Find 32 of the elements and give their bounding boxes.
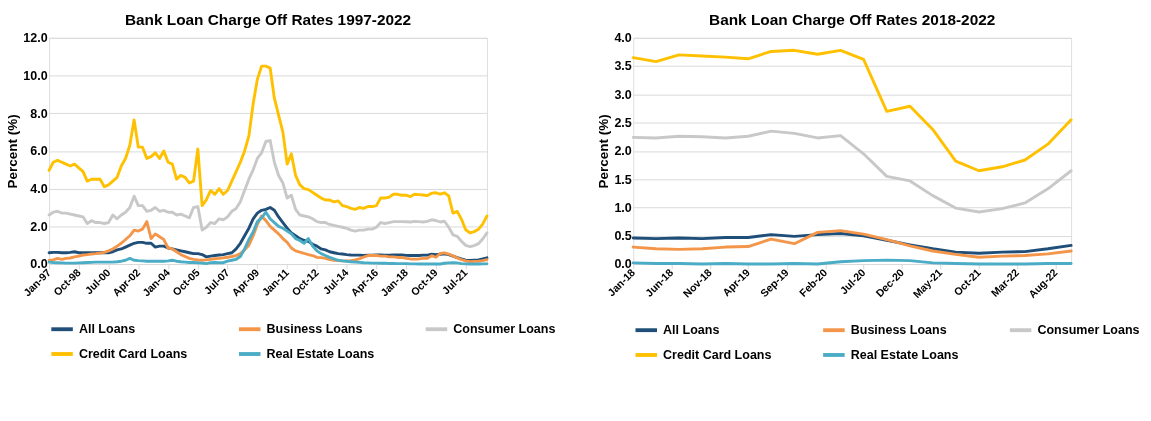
- legend-label: Business Loans: [850, 323, 947, 338]
- chart-title: Bank Loan Charge Off Rates 1997-2022: [124, 11, 412, 29]
- y-axis-title: Percent (%): [4, 114, 20, 189]
- y-tick-label: 2.0: [614, 144, 632, 159]
- legend-label: Credit Card Loans: [78, 346, 188, 361]
- y-tick-label: 6.0: [30, 144, 48, 159]
- y-tick-label: 2.0: [30, 219, 48, 234]
- y-tick-label: 1.5: [614, 172, 632, 187]
- y-tick-label: 3.0: [614, 87, 632, 102]
- y-tick-label: 1.0: [614, 200, 632, 215]
- y-tick-label: 4.0: [614, 31, 632, 46]
- line-series: [631, 129, 1073, 214]
- chart-title: Bank Loan Charge Off Rates 2018-2022: [709, 11, 996, 29]
- line-series: [631, 48, 1073, 173]
- y-tick-label: 3.5: [614, 59, 632, 74]
- y-tick-label: 0.5: [614, 229, 632, 244]
- legend-label: Business Loans: [266, 322, 363, 337]
- y-tick-label: 4.0: [30, 181, 48, 196]
- y-tick-label: 10.0: [23, 68, 48, 83]
- y-axis-title: Percent (%): [595, 114, 611, 189]
- line-series: [47, 64, 489, 235]
- y-tick-label: 8.0: [30, 106, 48, 121]
- legend-label: All Loans: [663, 323, 720, 338]
- legend-label: Consumer Loans: [453, 322, 556, 337]
- legend-label: Consumer Loans: [1037, 323, 1140, 338]
- y-tick-label: 12.0: [23, 31, 48, 46]
- line-series: [47, 139, 489, 249]
- legend-label: Credit Card Loans: [663, 347, 772, 362]
- legend-label: Real Estate Loans: [266, 346, 375, 361]
- y-tick-label: 2.5: [614, 116, 632, 131]
- legend-label: All Loans: [78, 322, 136, 337]
- legend-label: Real Estate Loans: [850, 347, 959, 362]
